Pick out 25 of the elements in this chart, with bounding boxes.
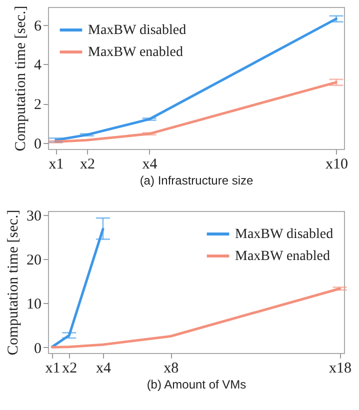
legend-label: MaxBW enabled bbox=[88, 45, 183, 60]
y-tick-label: 2 bbox=[34, 97, 42, 114]
y-tick-label: 10 bbox=[26, 296, 42, 313]
x-axis-title: (a) Infrastructure size bbox=[140, 174, 254, 188]
x-tick-label: x2 bbox=[80, 156, 95, 172]
x-tick-label: x2 bbox=[62, 360, 78, 376]
x-tick-label: x1 bbox=[48, 156, 64, 172]
y-tick-label: 0 bbox=[34, 136, 42, 153]
y-axis-title: Computation time [sec.] bbox=[6, 210, 22, 356]
y-tick-label: 6 bbox=[34, 18, 42, 34]
x-tick-label: x10 bbox=[325, 156, 348, 172]
y-tick-label: 20 bbox=[26, 252, 42, 269]
legend-label: MaxBW enabled bbox=[235, 249, 330, 264]
x-axis-title: (b) Amount of VMs bbox=[146, 378, 246, 392]
y-axis-title: Computation time [sec.] bbox=[13, 6, 29, 152]
x-tick-label: x1 bbox=[45, 360, 60, 376]
y-tick-label: 4 bbox=[34, 58, 42, 74]
x-tick-label: x4 bbox=[96, 360, 112, 376]
legend-label: MaxBW disabled bbox=[88, 23, 186, 38]
x-tick-label: x4 bbox=[142, 156, 158, 172]
x-tick-label: x8 bbox=[164, 360, 179, 376]
y-tick-label: 30 bbox=[26, 208, 42, 224]
x-tick-label: x18 bbox=[329, 360, 352, 376]
y-tick-label: 0 bbox=[34, 340, 42, 357]
legend-label: MaxBW disabled bbox=[235, 227, 334, 242]
